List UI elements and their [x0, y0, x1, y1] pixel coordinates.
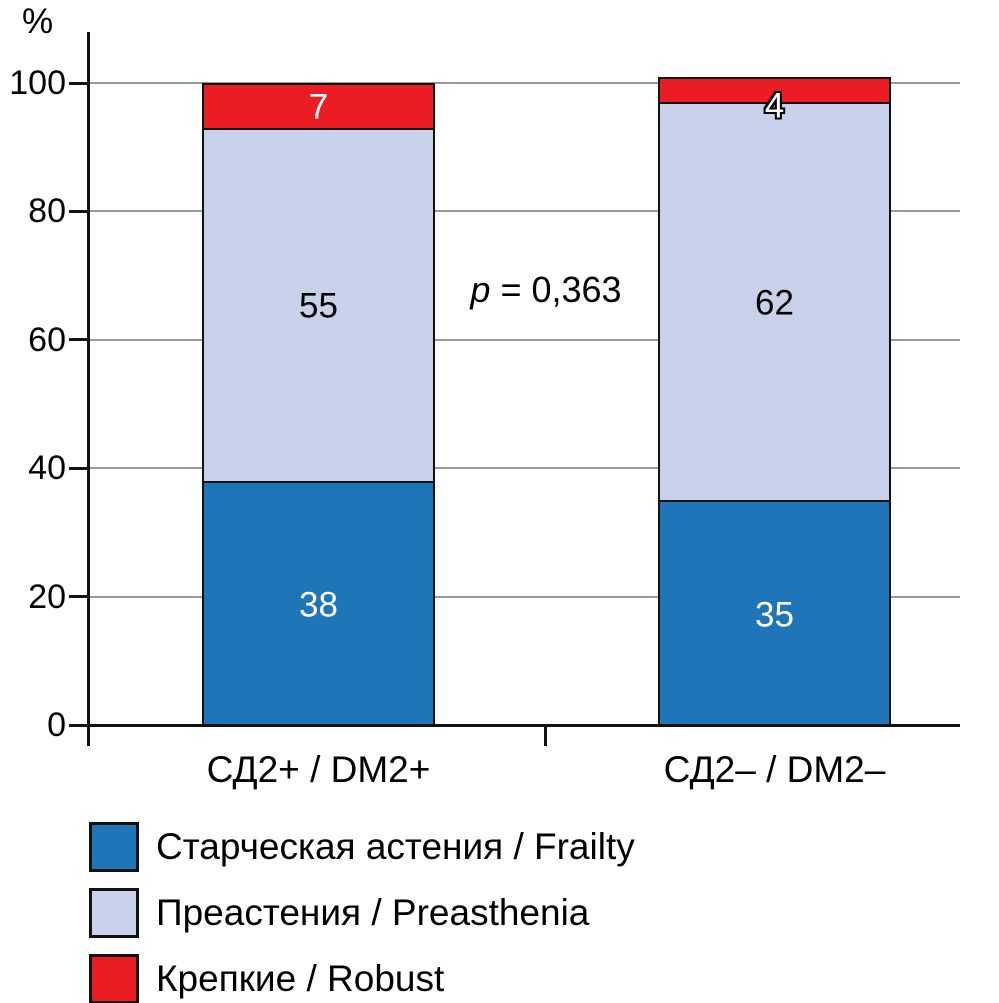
gridline-80: [88, 210, 960, 213]
x-axis-mid-tick: [544, 725, 547, 746]
segment-value-label: 55: [299, 286, 338, 326]
y-tick-60: [69, 338, 88, 342]
segment-value-label: 38: [299, 585, 338, 625]
legend-swatch: [89, 822, 139, 872]
gridline-40: [88, 467, 960, 470]
y-tick-label-60: 60: [28, 320, 66, 359]
segment-value-label: 4: [764, 86, 785, 126]
legend-swatch: [89, 954, 139, 1003]
bar-segment: [202, 83, 435, 130]
plot-area: 0 20 40 60 80 100 38 55 7 СД2+ / DM2+ 35 62 4 СД2– / …: [9, 32, 960, 790]
category-label: СД2+ / DM2+: [206, 749, 431, 790]
segment-value-label: 62: [755, 283, 794, 323]
segment-value-label: 35: [755, 595, 794, 635]
bar-segment: [658, 76, 891, 105]
category-label: СД2– / DM2–: [663, 749, 886, 790]
y-tick-80: [69, 209, 88, 213]
p-value-text: = 0,363: [490, 269, 622, 310]
y-tick-0: [69, 723, 88, 727]
p-symbol: p: [470, 269, 491, 310]
legend: Старческая астения / Frailty Преастения /…: [0, 810, 999, 1003]
y-tick-40: [69, 466, 88, 470]
y-tick-20: [69, 595, 88, 599]
y-axis-unit-label: %: [22, 2, 54, 41]
x-axis-line: [84, 724, 960, 727]
legend-swatch: [89, 888, 139, 938]
legend-label: Преастения / Preasthenia: [156, 892, 590, 933]
bar-segment: [658, 102, 891, 503]
y-tick-label-0: 0: [47, 706, 66, 744]
legend-label: Старческая астения / Frailty: [156, 826, 635, 867]
y-tick-label-40: 40: [28, 449, 66, 488]
segment-value-label: 7: [308, 87, 329, 127]
gridline-20: [88, 595, 960, 598]
y-tick-label-80: 80: [28, 192, 66, 231]
y-tick-label-100: 100: [9, 64, 66, 102]
gridline-100: [88, 82, 960, 84]
bar-segment: [202, 481, 435, 727]
gridline-60: [88, 338, 960, 341]
legend-label: Крепкие / Robust: [156, 958, 445, 999]
p-value-annotation: p = 0,363: [470, 269, 621, 311]
y-tick-100: [69, 81, 88, 85]
y-tick-label-20: 20: [28, 577, 66, 616]
y-axis-line: [87, 32, 90, 746]
